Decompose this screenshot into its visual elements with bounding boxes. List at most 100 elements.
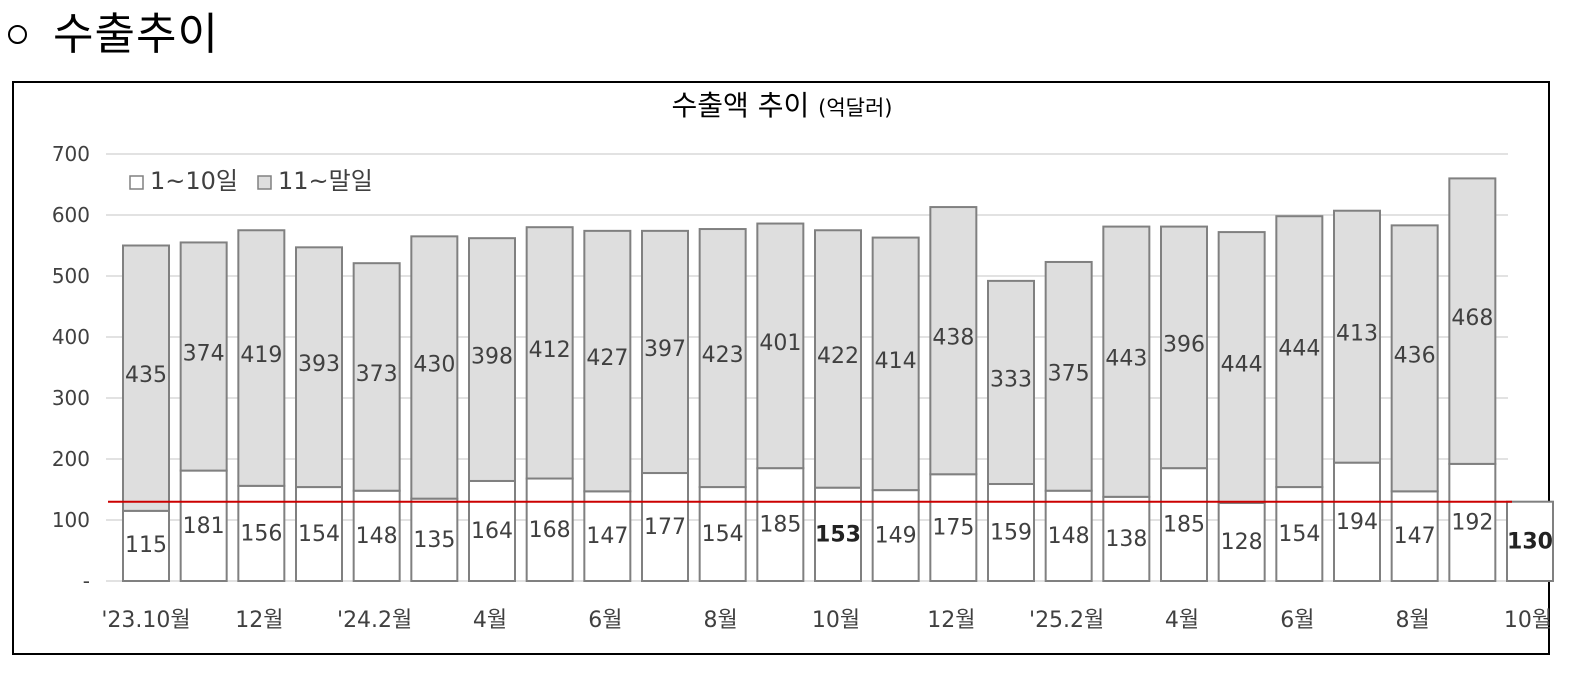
data-label-11-end: 436 bbox=[1394, 343, 1436, 368]
data-label-11-end: 444 bbox=[1278, 337, 1320, 362]
data-label-11-end: 414 bbox=[875, 349, 917, 374]
data-label-11-end: 438 bbox=[932, 326, 974, 351]
bar-segment-1-10 bbox=[698, 486, 747, 582]
x-tick-label: '23.10월 bbox=[101, 608, 190, 633]
bar-segment-1-10 bbox=[468, 479, 516, 582]
bar-segment-1-10 bbox=[410, 497, 459, 582]
chart-title: 수출액 추이 (억달러) bbox=[672, 89, 893, 122]
data-label-1-10: 154 bbox=[702, 522, 744, 547]
data-label-11-end: 374 bbox=[183, 342, 225, 367]
data-label-1-10: 185 bbox=[759, 513, 801, 538]
data-label-11-end: 430 bbox=[413, 353, 455, 378]
data-label-11-end: 435 bbox=[125, 363, 167, 388]
bar-segment-11-end bbox=[1333, 209, 1381, 464]
x-tick-label: 6월 bbox=[588, 608, 622, 633]
bar-segment-11-end bbox=[698, 228, 747, 489]
data-label-1-10: 181 bbox=[183, 514, 225, 539]
data-label-11-end: 443 bbox=[1105, 347, 1147, 372]
y-tick-label: 700 bbox=[52, 142, 90, 166]
x-tick-label: 10월 bbox=[812, 608, 860, 633]
x-tick-label: 4월 bbox=[1165, 608, 1199, 633]
x-tick-label: 12월 bbox=[927, 608, 975, 633]
bar-segment-11-end bbox=[871, 236, 920, 492]
data-label-11-end: 397 bbox=[644, 337, 686, 362]
bar-segment-11-end bbox=[295, 246, 343, 489]
chart-title-main: 수출액 추이 bbox=[672, 89, 819, 122]
data-label-1-10: 164 bbox=[471, 519, 513, 544]
data-label-11-end: 333 bbox=[990, 367, 1032, 392]
bar-segment-11-end bbox=[929, 206, 978, 476]
bar-segment-11-end bbox=[468, 237, 516, 482]
data-label-11-end: 427 bbox=[586, 346, 628, 371]
data-label-1-10: 148 bbox=[1048, 524, 1090, 549]
data-label-1-10: 128 bbox=[1221, 530, 1263, 555]
bar-segment-1-10 bbox=[583, 490, 632, 582]
x-tick-label: 6월 bbox=[1280, 608, 1314, 633]
bar-segment-1-10 bbox=[1390, 490, 1439, 582]
y-tick-label: 200 bbox=[52, 447, 90, 471]
bar-segment-1-10 bbox=[871, 489, 920, 582]
data-label-1-10: 149 bbox=[875, 524, 917, 549]
bar-segment-11-end bbox=[583, 229, 632, 493]
bar-segment-1-10 bbox=[1160, 467, 1208, 582]
bar-segment-11-end bbox=[122, 244, 170, 512]
bar-segment-1-10 bbox=[1506, 500, 1554, 583]
bar-segment-1-10 bbox=[1102, 495, 1151, 583]
data-label-11-end: 444 bbox=[1221, 353, 1263, 378]
data-label-1-10: 159 bbox=[990, 521, 1032, 546]
data-label-1-10: 153 bbox=[815, 522, 861, 547]
y-tick-label: 500 bbox=[52, 264, 90, 288]
data-label-1-10: 177 bbox=[644, 515, 686, 540]
bar-segment-1-10 bbox=[756, 467, 805, 582]
y-tick-label: 100 bbox=[52, 508, 90, 532]
bar-segment-1-10 bbox=[987, 483, 1035, 583]
data-label-1-10: 156 bbox=[240, 521, 282, 546]
bar-segment-11-end bbox=[237, 229, 286, 487]
data-label-1-10: 130 bbox=[1507, 529, 1553, 554]
y-tick-label: 400 bbox=[52, 325, 90, 349]
bar-segment-11-end bbox=[814, 229, 862, 489]
data-label-1-10: 154 bbox=[298, 522, 340, 547]
bar-segment-11-end bbox=[1390, 224, 1439, 493]
bar-segment-11-end bbox=[410, 235, 459, 500]
chart-frame bbox=[12, 81, 1550, 655]
data-label-11-end: 401 bbox=[759, 331, 801, 356]
bar-segment-11-end bbox=[1448, 177, 1497, 465]
x-tick-label: 8월 bbox=[1396, 608, 1430, 633]
legend-label-1-10: 1~10일 bbox=[150, 167, 238, 195]
data-label-11-end: 396 bbox=[1163, 332, 1205, 357]
data-label-1-10: 168 bbox=[529, 518, 571, 543]
bar-segment-11-end bbox=[1102, 225, 1151, 498]
data-label-11-end: 468 bbox=[1451, 306, 1493, 331]
bar-segment-1-10 bbox=[1044, 489, 1093, 582]
chart-title-unit: (억달러) bbox=[818, 96, 892, 120]
bar-segment-11-end bbox=[1275, 215, 1324, 489]
bar-segment-11-end bbox=[1160, 225, 1208, 470]
x-tick-label: 12월 bbox=[235, 608, 283, 633]
bar-segment-11-end bbox=[987, 279, 1035, 486]
bar-segment-11-end bbox=[641, 229, 689, 475]
y-tick-label: 600 bbox=[52, 203, 90, 227]
bar-segment-11-end bbox=[179, 241, 228, 472]
x-tick-label: 10월 bbox=[1504, 608, 1552, 633]
x-tick-label: '25.2월 bbox=[1029, 608, 1104, 633]
y-tick-label: - bbox=[83, 569, 90, 593]
data-label-11-end: 412 bbox=[529, 338, 571, 363]
legend-swatch-11-end bbox=[257, 175, 272, 190]
data-label-1-10: 148 bbox=[356, 524, 398, 549]
data-label-1-10: 138 bbox=[1105, 527, 1147, 552]
data-label-11-end: 419 bbox=[240, 343, 282, 368]
bar-segment-11-end bbox=[1044, 260, 1093, 492]
data-label-11-end: 422 bbox=[817, 344, 859, 369]
data-label-1-10: 115 bbox=[125, 533, 167, 558]
bullet-circle-icon bbox=[8, 24, 27, 44]
data-label-11-end: 373 bbox=[356, 362, 398, 387]
bar-segment-1-10 bbox=[814, 486, 862, 583]
bar-segment-1-10 bbox=[295, 486, 343, 582]
x-tick-label: 4월 bbox=[473, 608, 507, 633]
y-tick-label: 300 bbox=[52, 386, 90, 410]
section-title: 수출추이 bbox=[53, 9, 219, 60]
x-tick-label: 8월 bbox=[704, 608, 738, 633]
data-label-1-10: 192 bbox=[1451, 510, 1493, 535]
